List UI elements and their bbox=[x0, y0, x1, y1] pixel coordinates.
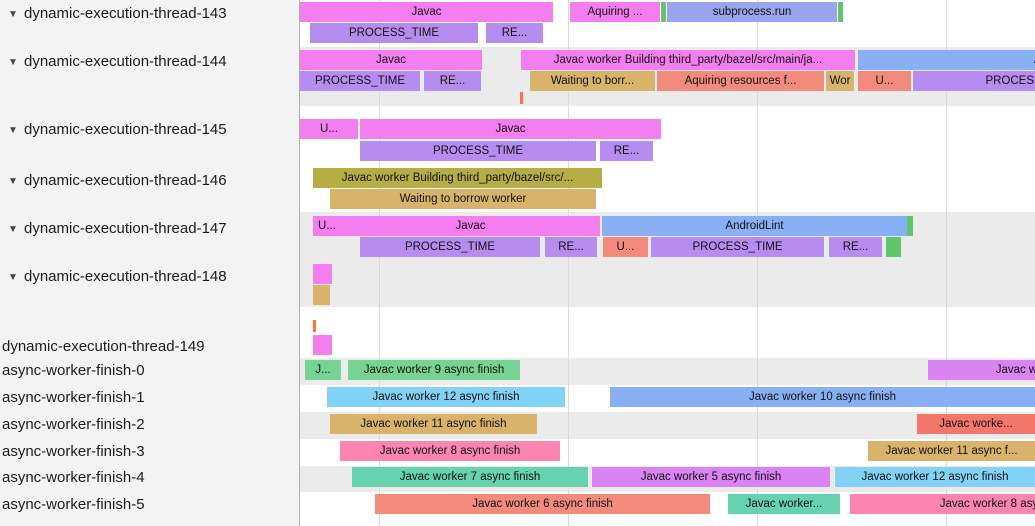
trace-slice[interactable]: AndroidLint bbox=[602, 216, 907, 236]
trace-slice[interactable]: Javac bbox=[341, 216, 600, 236]
collapse-arrow-icon[interactable]: ▼ bbox=[8, 57, 18, 68]
trace-slice[interactable]: PROCESS_TIME bbox=[360, 141, 596, 161]
trace-slice[interactable]: Aquiring resources f... bbox=[657, 71, 824, 91]
track-name-panel: ▼ dynamic-execution-thread-143 ▼ dynamic-ex… bbox=[0, 0, 300, 526]
time-gridline bbox=[757, 0, 758, 526]
trace-slice[interactable]: Javac worker 8 async finish bbox=[340, 441, 560, 461]
time-gridline bbox=[946, 0, 947, 526]
trace-slice[interactable]: Javac worker Building third_party/bazel/… bbox=[313, 168, 602, 188]
trace-slice[interactable]: J... bbox=[305, 360, 341, 380]
collapse-arrow-icon[interactable]: ▼ bbox=[8, 176, 18, 187]
trace-slice[interactable]: Wor bbox=[826, 71, 854, 91]
trace-slice[interactable]: Javac worker 11 async finish bbox=[330, 414, 537, 434]
track-name: dynamic-execution-thread-143 bbox=[24, 5, 227, 22]
trace-slice[interactable]: PROCESS_TIME bbox=[651, 237, 824, 257]
trace-slice[interactable]: Javac worker 9 async finish bbox=[348, 360, 520, 380]
trace-slice[interactable]: Javac bbox=[360, 119, 661, 139]
trace-slice[interactable]: Javac bbox=[300, 50, 482, 70]
track-label-dynamic-execution-thread-146[interactable]: ▼ dynamic-execution-thread-146 bbox=[0, 171, 300, 191]
track-label-dynamic-execution-thread-144[interactable]: ▼ dynamic-execution-thread-144 bbox=[0, 52, 300, 72]
trace-slice[interactable]: Javac worker 12 async finish bbox=[327, 387, 565, 407]
track-name: dynamic-execution-thread-145 bbox=[24, 121, 227, 138]
track-label-async-worker-finish-5[interactable]: async-worker-finish-5 bbox=[0, 495, 300, 515]
track-name: async-worker-finish-5 bbox=[2, 496, 145, 513]
trace-slice[interactable]: RE... bbox=[600, 141, 653, 161]
trace-slice[interactable]: U... bbox=[313, 216, 341, 236]
trace-slice[interactable]: subprocess.run bbox=[667, 2, 837, 22]
trace-slice-marker[interactable] bbox=[313, 320, 316, 332]
trace-slice-marker[interactable] bbox=[907, 216, 913, 236]
trace-slice-marker[interactable] bbox=[886, 237, 901, 257]
track-label-dynamic-execution-thread-143[interactable]: ▼ dynamic-execution-thread-143 bbox=[0, 4, 300, 24]
trace-slice[interactable]: Waiting to borrow worker bbox=[330, 189, 596, 209]
track-label-async-worker-finish-3[interactable]: async-worker-finish-3 bbox=[0, 442, 300, 462]
track-name: async-worker-finish-4 bbox=[2, 469, 145, 486]
trace-slice[interactable]: RE... bbox=[545, 237, 597, 257]
trace-slice[interactable]: Javac worker 5 async finish bbox=[592, 467, 830, 487]
trace-slice[interactable]: AndroidLint bbox=[858, 50, 1035, 70]
collapse-arrow-icon[interactable]: ▼ bbox=[8, 224, 18, 235]
collapse-arrow-icon[interactable]: ▼ bbox=[8, 125, 18, 136]
timeline-track-area[interactable]: Javac Aquiring ... subprocess.run PROCESS_T… bbox=[300, 0, 1035, 526]
trace-slice[interactable]: Javac worker 5 async finish bbox=[928, 360, 1035, 380]
trace-slice[interactable]: RE... bbox=[829, 237, 882, 257]
trace-slice[interactable]: Javac worker Building third_party/bazel/… bbox=[521, 50, 855, 70]
trace-slice[interactable]: U... bbox=[300, 119, 358, 139]
track-name: async-worker-finish-3 bbox=[2, 443, 145, 460]
trace-slice[interactable]: Javac worker 8 async finish bbox=[850, 494, 1035, 514]
trace-slice-marker[interactable] bbox=[838, 2, 843, 22]
trace-slice[interactable]: Waiting to borr... bbox=[530, 71, 655, 91]
track-label-dynamic-execution-thread-145[interactable]: ▼ dynamic-execution-thread-145 bbox=[0, 120, 300, 140]
collapse-arrow-icon[interactable]: ▼ bbox=[8, 272, 18, 283]
trace-slice[interactable]: PROCESS_TIME bbox=[300, 71, 420, 91]
row-stripe bbox=[300, 260, 1035, 307]
trace-slice[interactable]: Javac worker 11 async f... bbox=[868, 441, 1035, 461]
track-name: async-worker-finish-2 bbox=[2, 416, 145, 433]
trace-slice[interactable]: Javac worker 6 async finish bbox=[375, 494, 710, 514]
trace-slice[interactable]: U... bbox=[603, 237, 648, 257]
trace-slice[interactable]: U... bbox=[858, 71, 911, 91]
track-name: async-worker-finish-1 bbox=[2, 389, 145, 406]
track-label-async-worker-finish-0[interactable]: async-worker-finish-0 bbox=[0, 361, 300, 381]
track-name: dynamic-execution-thread-144 bbox=[24, 53, 227, 70]
row-stripe bbox=[300, 307, 1035, 358]
trace-slice[interactable]: PROCESS_TIME bbox=[360, 237, 540, 257]
track-label-async-worker-finish-2[interactable]: async-worker-finish-2 bbox=[0, 415, 300, 435]
trace-slice[interactable]: Javac worker 12 async finish bbox=[835, 467, 1035, 487]
track-name: dynamic-execution-thread-147 bbox=[24, 220, 227, 237]
trace-slice-marker[interactable] bbox=[313, 285, 330, 305]
trace-slice[interactable]: Javac worker 7 async finish bbox=[352, 467, 588, 487]
track-label-async-worker-finish-1[interactable]: async-worker-finish-1 bbox=[0, 388, 300, 408]
trace-slice-marker[interactable] bbox=[313, 335, 332, 355]
trace-slice[interactable]: RE... bbox=[424, 71, 481, 91]
track-label-dynamic-execution-thread-147[interactable]: ▼ dynamic-execution-thread-147 bbox=[0, 219, 300, 239]
track-name: dynamic-execution-thread-149 bbox=[2, 338, 205, 355]
trace-slice[interactable]: Javac worker 10 async finish bbox=[610, 387, 1035, 407]
collapse-arrow-icon[interactable]: ▼ bbox=[8, 9, 18, 20]
time-gridline bbox=[568, 0, 569, 526]
trace-slice[interactable]: PROCESS_TIME bbox=[310, 23, 478, 43]
trace-slice[interactable]: RE... bbox=[486, 23, 543, 43]
track-name: dynamic-execution-thread-146 bbox=[24, 172, 227, 189]
trace-slice-marker[interactable] bbox=[661, 2, 666, 22]
track-label-dynamic-execution-thread-148[interactable]: ▼ dynamic-execution-thread-148 bbox=[0, 267, 300, 287]
trace-slice-marker[interactable] bbox=[520, 92, 523, 104]
trace-slice[interactable]: Javac worker... bbox=[728, 494, 840, 514]
trace-slice[interactable]: Javac bbox=[300, 2, 553, 22]
track-name: dynamic-execution-thread-148 bbox=[24, 268, 227, 285]
trace-slice-marker[interactable] bbox=[313, 264, 332, 284]
trace-slice[interactable]: Javac worke... bbox=[917, 414, 1035, 434]
trace-slice[interactable]: Aquiring ... bbox=[570, 2, 660, 22]
trace-slice[interactable]: PROCESS_TIME bbox=[913, 71, 1035, 91]
track-label-dynamic-execution-thread-149[interactable]: dynamic-execution-thread-149 bbox=[0, 337, 300, 357]
time-gridline bbox=[379, 0, 380, 526]
track-name: async-worker-finish-0 bbox=[2, 362, 145, 379]
track-label-async-worker-finish-4[interactable]: async-worker-finish-4 bbox=[0, 468, 300, 488]
